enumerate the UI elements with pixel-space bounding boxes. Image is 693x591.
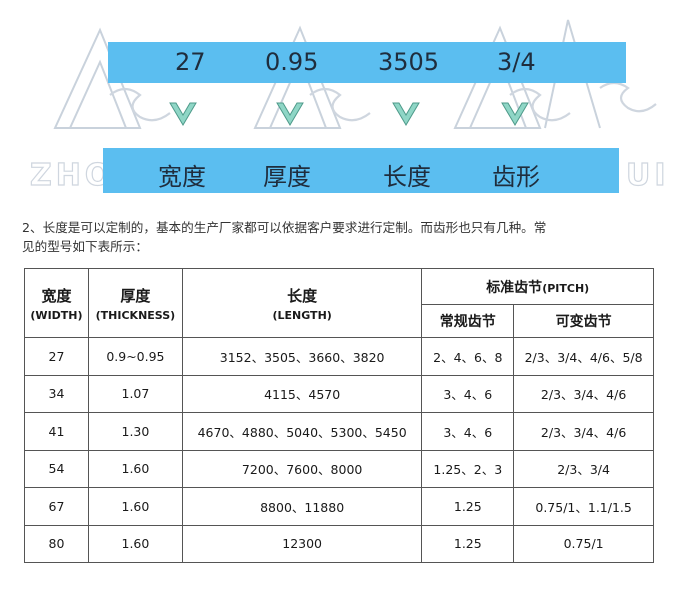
table-row: 27 0.9~0.95 3152、3505、3660、3820 2、4、6、8 … [24,337,654,376]
cell-length: 3152、3505、3660、3820 [181,337,423,376]
cell-length: 4670、4880、5040、5300、5450 [181,412,423,451]
header-thickness-en: (THICKNESS) [95,308,176,322]
header-pitch: 标准齿节(PITCH) [421,268,654,305]
spec-value-thickness: 0.95 [265,48,319,76]
chevron-down-icon [169,102,197,126]
table-row: 34 1.07 4115、4570 3、4、6 2/3、3/4、4/6 [24,374,654,413]
spec-label-length: 长度 [383,163,431,191]
cell-regular-pitch: 1.25、2、3 [421,449,515,488]
header-length: 长度 (LENGTH) [181,268,423,338]
table-row: 67 1.60 8800、11880 1.25 0.75/1、1.1/1.5 [24,487,654,526]
header-variable-pitch: 可变齿节 [513,304,654,338]
cell-thickness: 0.9~0.95 [87,337,183,376]
cell-variable-pitch: 2/3、3/4 [513,449,654,488]
chevron-down-icon [276,102,304,126]
table-subheader-row: 常规齿节 可变齿节 [25,304,654,338]
cell-thickness: 1.60 [87,487,183,526]
spec-label-width: 宽度 [158,163,206,191]
spec-label-thickness: 厚度 [263,163,311,191]
header-width-cn: 宽度 [41,286,72,305]
watermark-text-right: UI [625,157,670,193]
table-row: 54 1.60 7200、7600、8000 1.25、2、3 2/3、3/4 [24,449,654,488]
header-width: 宽度 (WIDTH) [24,268,89,338]
cell-thickness: 1.30 [87,412,183,451]
spec-value-pitch: 3/4 [497,48,536,76]
description-paragraph: 2、长度是可以定制的，基本的生产厂家都可以依据客户要求进行定制。而齿形也只有几种… [22,218,687,256]
spec-labels-band: 宽度 厚度 长度 齿形 [103,148,619,193]
spec-label-pitch: 齿形 [492,163,540,191]
cell-width: 41 [24,412,89,451]
header-pitch-cn: 标准齿节 [486,279,543,296]
cell-thickness: 1.60 [87,524,183,563]
cell-regular-pitch: 1.25 [421,487,515,526]
paragraph-line: 见的型号如下表所示： [22,239,148,254]
header-width-en: (WIDTH) [30,308,83,322]
cell-length: 4115、4570 [181,374,423,413]
cell-regular-pitch: 3、4、6 [421,374,515,413]
header-thickness-cn: 厚度 [120,286,151,305]
cell-variable-pitch: 2/3、3/4、4/6、5/8 [513,337,654,376]
cell-width: 67 [24,487,89,526]
cell-thickness: 1.07 [87,374,183,413]
watermark-text-left: ZHO [29,157,115,193]
cell-width: 80 [24,524,89,563]
cell-variable-pitch: 2/3、3/4、4/6 [513,374,654,413]
header-length-cn: 长度 [287,286,318,305]
cell-width: 54 [24,449,89,488]
header-regular-cn: 常规齿节 [439,314,496,330]
table-row: 41 1.30 4670、4880、5040、5300、5450 3、4、6 2… [24,412,654,451]
cell-regular-pitch: 3、4、6 [421,412,515,451]
spec-table: 宽度 (WIDTH) 厚度 (THICKNESS) 长度 (LENGTH) 标准… [24,268,654,563]
table-row: 80 1.60 12300 1.25 0.75/1 [24,524,654,563]
spec-values-band: 27 0.95 3505 3/4 [108,42,626,83]
chevron-down-icon [501,102,529,126]
header-length-en: (LENGTH) [272,308,332,322]
cell-thickness: 1.60 [87,449,183,488]
cell-regular-pitch: 2、4、6、8 [421,337,515,376]
table-header-row: 宽度 (WIDTH) 厚度 (THICKNESS) 长度 (LENGTH) 标准… [24,268,654,338]
cell-length: 8800、11880 [181,487,423,526]
spec-value-width: 27 [175,48,206,76]
cell-width: 34 [24,374,89,413]
cell-variable-pitch: 2/3、3/4、4/6 [513,412,654,451]
chevron-down-icon [392,102,420,126]
spec-value-length: 3505 [378,48,440,76]
cell-regular-pitch: 1.25 [421,524,515,563]
cell-length: 7200、7600、8000 [181,449,423,488]
cell-length: 12300 [181,524,423,563]
header-variable-cn: 可变齿节 [555,314,612,330]
cell-width: 27 [24,337,89,376]
header-pitch-en: (PITCH) [542,281,590,295]
cell-variable-pitch: 0.75/1 [513,524,654,563]
header-thickness: 厚度 (THICKNESS) [87,268,183,338]
cell-variable-pitch: 0.75/1、1.1/1.5 [513,487,654,526]
header-regular-pitch: 常规齿节 [421,304,515,338]
paragraph-line: 2、长度是可以定制的，基本的生产厂家都可以依据客户要求进行定制。而齿形也只有几种… [22,220,547,235]
